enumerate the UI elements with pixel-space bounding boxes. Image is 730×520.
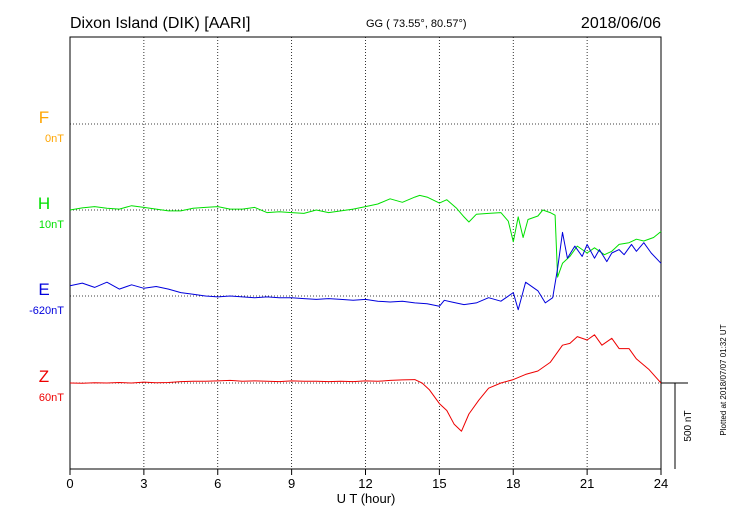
scale-bar-label: 500 nT (683, 410, 694, 441)
x-tick-label: 21 (580, 476, 594, 491)
channel-name-F: F (39, 108, 49, 127)
scale-bar: 500 nT (661, 382, 694, 469)
series-Z-line (69, 334, 662, 432)
x-tick-labels: 0 3 6 9 12 15 18 21 24 (66, 469, 668, 491)
channel-name-E: E (38, 280, 49, 299)
channel-offset-E: -620nT (29, 305, 64, 317)
x-tick-label: 0 (66, 476, 73, 491)
x-tick-label: 24 (654, 476, 668, 491)
plotted-at-note: Plotted at 2018/07/07 01:32 UT (719, 324, 728, 435)
coordinates-label: GG ( 73.55°, 80.57°) (366, 18, 467, 30)
series-lines (69, 194, 662, 432)
channel-labels: F 0nT H 10nT E -620nT Z 60nT (29, 108, 64, 404)
series-H-line (69, 194, 662, 278)
x-tick-label: 9 (288, 476, 295, 491)
channel-name-H: H (38, 194, 50, 213)
x-tick-label: 12 (358, 476, 372, 491)
channel-name-Z: Z (39, 367, 49, 386)
channel-offset-F: 0nT (45, 133, 64, 145)
x-tick-label: 15 (432, 476, 446, 491)
x-tick-label: 6 (214, 476, 221, 491)
grid-lines (70, 37, 661, 469)
x-tick-label: 3 (140, 476, 147, 491)
series-E-line (69, 231, 662, 311)
channel-offset-H: 10nT (39, 219, 64, 231)
date-label: 2018/06/06 (581, 15, 661, 32)
station-title: Dixon Island (DIK) [AARI] (70, 15, 251, 32)
x-axis-label: U T (hour) (337, 491, 396, 506)
channel-offset-Z: 60nT (39, 392, 64, 404)
x-tick-label: 18 (506, 476, 520, 491)
